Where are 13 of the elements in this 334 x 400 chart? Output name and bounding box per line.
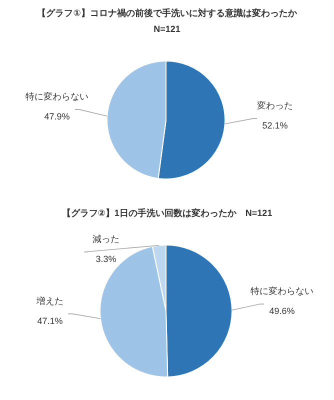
slice-label: 減った xyxy=(92,234,120,244)
chart-title: 【グラフ②】1日の手洗い回数は変わったか N=121 xyxy=(62,208,272,218)
data-label: 52.1% xyxy=(262,120,288,131)
data-label: 3.3% xyxy=(96,254,116,264)
chart-subtitle: N=121 xyxy=(154,24,180,34)
data-label: 49.6% xyxy=(269,306,295,316)
chart-title: 【グラフ①】コロナ禍の前後で手洗いに対する意識は変わったか xyxy=(37,8,298,18)
data-label: 47.1% xyxy=(37,316,63,326)
slice-label: 特に変わらない xyxy=(250,286,314,296)
data-label: 47.9% xyxy=(44,111,70,122)
slice-label: 変わった xyxy=(257,100,293,111)
slice-label: 増えた xyxy=(36,296,64,306)
slice-label: 特に変わらない xyxy=(26,91,88,102)
